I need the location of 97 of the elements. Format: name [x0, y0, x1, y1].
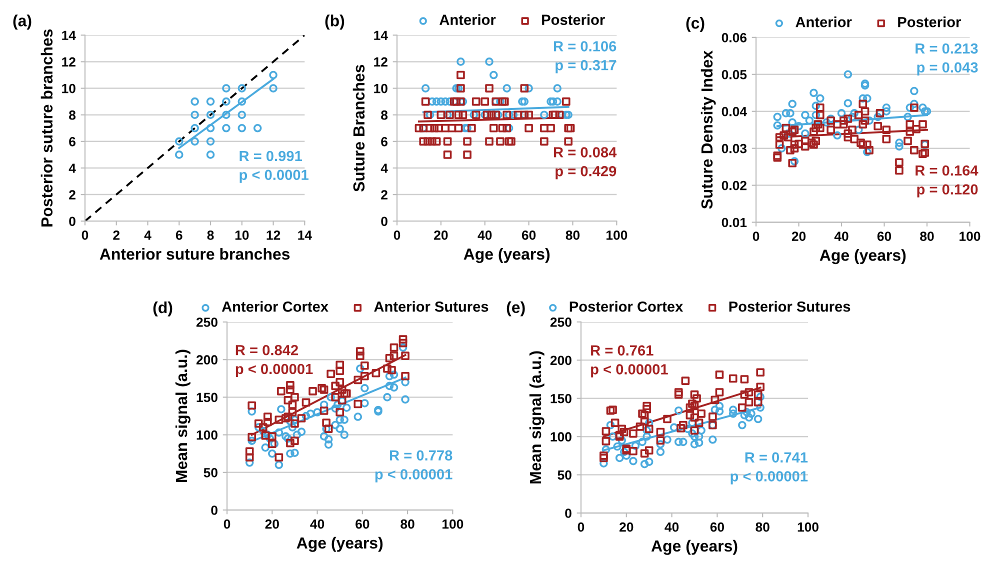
legend-label: Anterior Cortex — [222, 301, 328, 312]
y-tick-label: 8 — [69, 110, 76, 120]
y-tick-label: 2 — [381, 190, 388, 200]
x-tick-label: 20 — [265, 519, 279, 529]
y-tick-label: 10 — [374, 84, 388, 94]
x-axis-title: Age (years) — [296, 536, 383, 552]
x-tick-label: 20 — [620, 522, 634, 532]
x-tick-label: 80 — [400, 519, 414, 529]
x-tick-label: 0 — [752, 232, 760, 241]
chart-title: (c) — [686, 16, 704, 32]
y-axis-title: Posterior suture branches — [40, 29, 53, 226]
annotation: R = 0.106 p = 0.317 — [554, 41, 616, 74]
x-tick-label: 80 — [920, 232, 934, 241]
x-axis-title: Age (years) — [464, 248, 550, 263]
y-tick-label: 0.06 — [722, 32, 747, 42]
y-tick-label: 0.04 — [722, 106, 747, 116]
y-tick-label: 0 — [381, 216, 388, 226]
y-tick-label: 12 — [374, 57, 388, 67]
y-tick-label: 100 — [550, 432, 572, 442]
x-tick-label: 60 — [356, 519, 370, 529]
x-tick-label: 20 — [434, 230, 448, 240]
x-axis-title: Anterior suture branches — [100, 248, 290, 260]
y-tick-label: 0.01 — [722, 218, 747, 228]
chart-title: (b) — [325, 14, 344, 30]
y-tick-label: 150 — [550, 394, 572, 404]
annotation: R = 0.084 p = 0.429 — [554, 147, 617, 180]
x-tick-label: 10 — [235, 230, 249, 240]
chart-title: (e) — [506, 301, 525, 316]
legend-label: Posterior — [898, 16, 961, 28]
legend-label: Anterior — [440, 14, 496, 25]
y-tick-label: 2 — [69, 190, 76, 200]
y-tick-label: 0.03 — [722, 144, 747, 154]
legend-label: Posterior Sutures — [729, 301, 850, 312]
x-tick-label: 60 — [877, 232, 892, 241]
y-tick-label: 4 — [68, 164, 76, 173]
y-tick-label: 12 — [62, 57, 76, 67]
x-tick-label: 100 — [442, 519, 464, 529]
y-tick-label: 200 — [550, 356, 572, 366]
y-tick-label: 250 — [550, 318, 572, 327]
annotation: R = 0.761 p < 0.00001 — [591, 345, 668, 378]
x-tick-label: 0 — [394, 230, 400, 240]
y-tick-label: 150 — [196, 392, 218, 402]
chart-title: (d) — [153, 301, 172, 316]
x-tick-label: 100 — [606, 230, 628, 240]
y-tick-label: 50 — [558, 470, 572, 480]
x-tick-label: 4 — [144, 230, 152, 240]
x-tick-label: 6 — [176, 230, 182, 240]
annotation: R = 0.213 p = 0.043 — [916, 43, 978, 76]
y-axis-title: Suture Density Index — [700, 50, 716, 209]
y-tick-label: 10 — [62, 84, 76, 94]
x-tick-label: 0 — [224, 519, 230, 529]
legend-label: Anterior Sutures — [374, 301, 488, 312]
x-tick-label: 60 — [710, 522, 724, 532]
y-tick-label: 6 — [381, 136, 388, 146]
annotation: R = 0.778 p < 0.00001 — [375, 450, 452, 482]
y-tick-label: 0.02 — [722, 180, 746, 190]
x-tick-label: 14 — [298, 230, 312, 240]
x-tick-label: 40 — [834, 232, 848, 241]
annotation: R = 0.842 p < 0.00001 — [236, 344, 313, 378]
y-tick-label: 0 — [211, 506, 218, 515]
chart-title: (a) — [13, 14, 32, 30]
legend-label: Posterior Cortex — [570, 301, 684, 312]
x-tick-label: 12 — [266, 230, 280, 240]
x-tick-label: 100 — [798, 522, 818, 532]
y-tick-label: 8 — [381, 110, 388, 120]
x-tick-label: 40 — [310, 519, 324, 529]
x-axis-title: Age (years) — [651, 540, 738, 555]
y-tick-label: 0 — [69, 216, 76, 226]
y-tick-label: 50 — [204, 468, 218, 478]
x-tick-label: 0 — [578, 522, 584, 532]
y-tick-label: 0.05 — [722, 70, 747, 80]
y-tick-label: 100 — [196, 430, 218, 440]
y-tick-label: 4 — [380, 164, 388, 173]
x-tick-label: 80 — [566, 230, 580, 240]
y-tick-label: 6 — [69, 136, 76, 146]
x-tick-label: 0 — [82, 230, 88, 240]
legend-label: Anterior — [796, 16, 852, 28]
x-axis-title: Age (years) — [820, 249, 906, 264]
y-tick-label: 14 — [374, 30, 388, 40]
x-tick-label: 40 — [478, 230, 492, 240]
x-tick-label: 2 — [113, 230, 120, 240]
y-axis-title: Suture Branches — [352, 64, 365, 192]
legend-label: Posterior — [542, 14, 605, 25]
y-tick-label: 250 — [196, 318, 218, 327]
annotation: R = 0.741 p < 0.00001 — [730, 452, 808, 484]
y-tick-label: 14 — [62, 30, 76, 40]
annotation: R = 0.164 p = 0.120 — [916, 165, 978, 198]
x-tick-label: 100 — [960, 232, 980, 241]
y-tick-label: 0 — [565, 508, 572, 518]
x-tick-label: 20 — [792, 232, 806, 241]
x-tick-label: 40 — [664, 522, 679, 532]
y-axis-title: Mean signal (a.u.) — [175, 350, 190, 482]
x-tick-label: 60 — [522, 230, 536, 240]
annotation: R = 0.991 p < 0.0001 — [240, 150, 308, 183]
y-tick-label: 200 — [196, 355, 218, 365]
x-tick-label: 80 — [756, 522, 770, 532]
y-axis-title: Mean signal (a.u.) — [529, 351, 544, 484]
